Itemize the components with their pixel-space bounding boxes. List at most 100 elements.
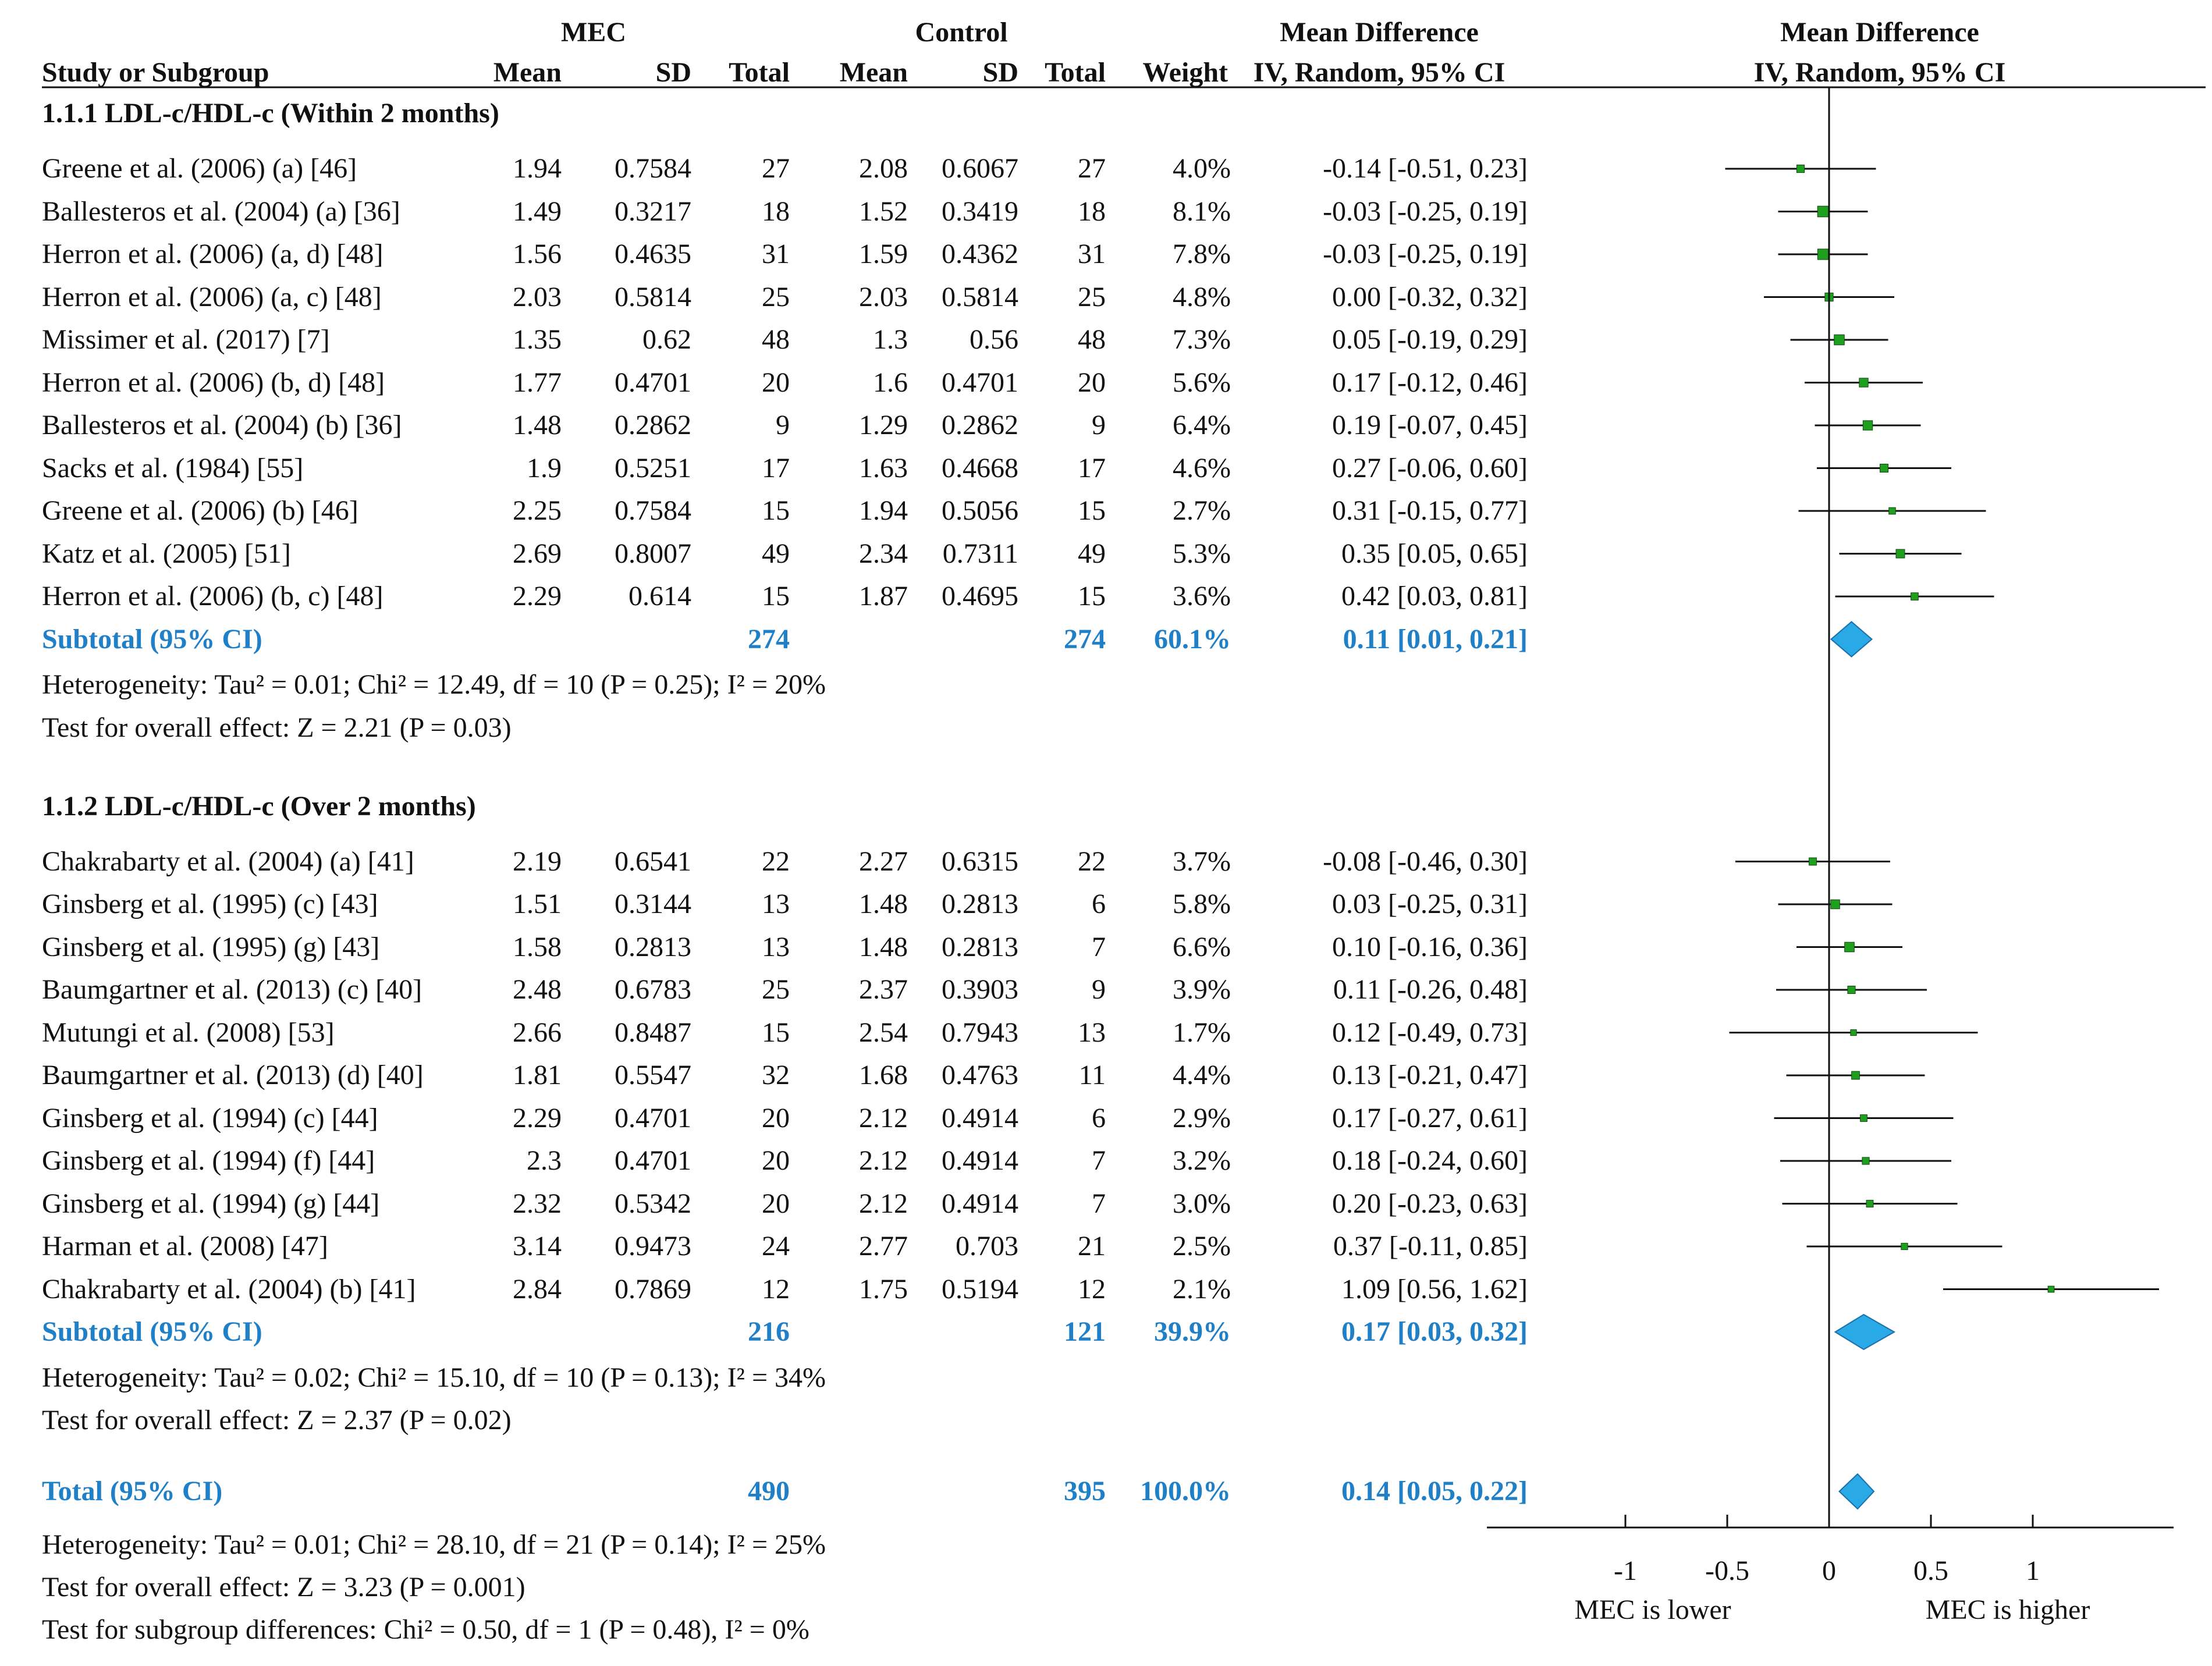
header-group-mec: MEC bbox=[561, 17, 626, 48]
subtotal-ci: 0.17 [0.03, 0.32] bbox=[1341, 1316, 1528, 1347]
study-weight: 2.1% bbox=[1173, 1273, 1231, 1305]
mec-total: 13 bbox=[762, 889, 790, 919]
study-point-marker bbox=[1859, 378, 1869, 388]
mec-sd: 0.5342 bbox=[615, 1188, 691, 1219]
mec-mean: 1.58 bbox=[513, 931, 562, 962]
control-sd: 0.4763 bbox=[942, 1060, 1018, 1090]
mec-mean: 2.69 bbox=[513, 538, 562, 569]
study-weight: 8.1% bbox=[1173, 196, 1231, 227]
control-mean: 2.34 bbox=[859, 538, 908, 569]
subgroup-overall-effect: Test for overall effect: Z = 2.37 (P = 0… bbox=[42, 1405, 512, 1436]
control-sd: 0.2813 bbox=[942, 931, 1018, 962]
mec-mean: 1.49 bbox=[513, 196, 562, 227]
mec-total: 15 bbox=[762, 1017, 790, 1048]
study-name: Baumgartner et al. (2013) (c) [40] bbox=[42, 974, 422, 1005]
study-weight: 2.9% bbox=[1173, 1102, 1231, 1134]
header-mean-difference: Mean Difference bbox=[1280, 17, 1479, 48]
mec-sd: 0.5814 bbox=[615, 281, 691, 312]
mec-mean: 2.84 bbox=[513, 1273, 562, 1305]
study-weight: 5.6% bbox=[1173, 367, 1231, 398]
study-point-marker bbox=[1844, 942, 1855, 953]
header-control-mean: Mean bbox=[839, 57, 908, 88]
subtotal-control-total: 274 bbox=[1064, 623, 1106, 655]
total-diamond bbox=[1838, 1473, 1875, 1510]
total-weight: 100.0% bbox=[1140, 1476, 1231, 1507]
study-ci: 0.42 [0.03, 0.81] bbox=[1341, 581, 1528, 612]
x-axis-tick-label: 0.5 bbox=[1913, 1555, 1948, 1586]
favours-higher-label: MEC is higher bbox=[1925, 1594, 2090, 1625]
control-mean: 2.54 bbox=[859, 1017, 908, 1048]
control-mean: 1.3 bbox=[873, 324, 908, 355]
control-total: 20 bbox=[1078, 367, 1106, 398]
mec-total: 32 bbox=[762, 1060, 790, 1090]
control-sd: 0.703 bbox=[956, 1231, 1018, 1262]
study-weight: 3.7% bbox=[1173, 846, 1231, 877]
control-sd: 0.6315 bbox=[942, 846, 1018, 877]
header-study-or-subgroup: Study or Subgroup bbox=[42, 57, 269, 88]
header-mec-sd: SD bbox=[655, 57, 691, 88]
study-ci: 0.27 [-0.06, 0.60] bbox=[1332, 452, 1528, 484]
control-mean: 1.48 bbox=[859, 889, 908, 919]
study-weight: 4.8% bbox=[1173, 281, 1231, 312]
mec-total: 48 bbox=[762, 324, 790, 355]
x-axis-tick-label: -1 bbox=[1614, 1555, 1637, 1586]
control-mean: 1.75 bbox=[859, 1273, 908, 1305]
mec-sd: 0.4635 bbox=[615, 239, 691, 269]
subtotal-mec-total: 216 bbox=[748, 1316, 790, 1347]
mec-sd: 0.62 bbox=[642, 324, 691, 355]
mec-mean: 1.35 bbox=[513, 324, 562, 355]
control-mean: 1.87 bbox=[859, 581, 908, 612]
mec-total: 20 bbox=[762, 367, 790, 398]
mec-total: 17 bbox=[762, 452, 790, 484]
study-point-marker bbox=[1830, 899, 1840, 910]
control-mean: 1.6 bbox=[873, 367, 908, 398]
study-ci: 0.35 [0.05, 0.65] bbox=[1341, 538, 1528, 569]
mec-sd: 0.6541 bbox=[615, 846, 691, 877]
study-point-marker bbox=[1850, 1029, 1857, 1036]
control-total: 21 bbox=[1078, 1231, 1106, 1262]
study-ci: -0.14 [-0.51, 0.23] bbox=[1323, 153, 1528, 184]
study-point-marker bbox=[1901, 1242, 1908, 1251]
subgroup-overall-effect: Test for overall effect: Z = 2.21 (P = 0… bbox=[42, 712, 512, 743]
mec-mean: 2.29 bbox=[513, 581, 562, 612]
subtotal-diamond bbox=[1834, 1313, 1896, 1351]
control-mean: 1.68 bbox=[859, 1060, 908, 1090]
study-name: Missimer et al. (2017) [7] bbox=[42, 324, 330, 355]
favours-lower-label: MEC is lower bbox=[1574, 1594, 1731, 1625]
control-sd: 0.4695 bbox=[942, 581, 1018, 612]
control-total: 49 bbox=[1078, 538, 1106, 569]
study-point-marker bbox=[1911, 592, 1919, 601]
mec-mean: 1.77 bbox=[513, 367, 562, 398]
mec-sd: 0.3217 bbox=[615, 196, 691, 227]
study-weight: 3.6% bbox=[1173, 581, 1231, 612]
study-point-marker bbox=[1796, 164, 1805, 173]
mec-total: 25 bbox=[762, 281, 790, 312]
study-point-marker bbox=[1866, 1200, 1874, 1207]
study-name: Mutungi et al. (2008) [53] bbox=[42, 1017, 335, 1048]
study-weight: 5.3% bbox=[1173, 538, 1231, 569]
mec-sd: 0.9473 bbox=[615, 1231, 691, 1262]
total-mec-total: 490 bbox=[748, 1476, 790, 1507]
mec-sd: 0.2862 bbox=[615, 410, 691, 441]
control-mean: 1.52 bbox=[859, 196, 908, 227]
header-control-sd: SD bbox=[982, 57, 1018, 88]
study-point-marker bbox=[2047, 1285, 2055, 1293]
study-point-marker bbox=[1895, 549, 1905, 559]
study-weight: 6.6% bbox=[1173, 931, 1231, 962]
mec-total: 22 bbox=[762, 846, 790, 877]
control-sd: 0.3419 bbox=[942, 196, 1018, 227]
header-control-total: Total bbox=[1045, 57, 1106, 88]
study-name: Ginsberg et al. (1994) (g) [44] bbox=[42, 1188, 380, 1219]
mec-mean: 2.25 bbox=[513, 495, 562, 526]
study-ci: 0.17 [-0.27, 0.61] bbox=[1332, 1102, 1528, 1134]
mec-total: 31 bbox=[762, 239, 790, 269]
study-weight: 3.2% bbox=[1173, 1145, 1231, 1176]
control-total: 6 bbox=[1092, 1102, 1106, 1134]
mec-total: 49 bbox=[762, 538, 790, 569]
study-weight: 4.6% bbox=[1173, 452, 1231, 484]
mec-total: 20 bbox=[762, 1145, 790, 1176]
control-sd: 0.7311 bbox=[942, 538, 1018, 569]
study-weight: 4.4% bbox=[1173, 1060, 1231, 1090]
